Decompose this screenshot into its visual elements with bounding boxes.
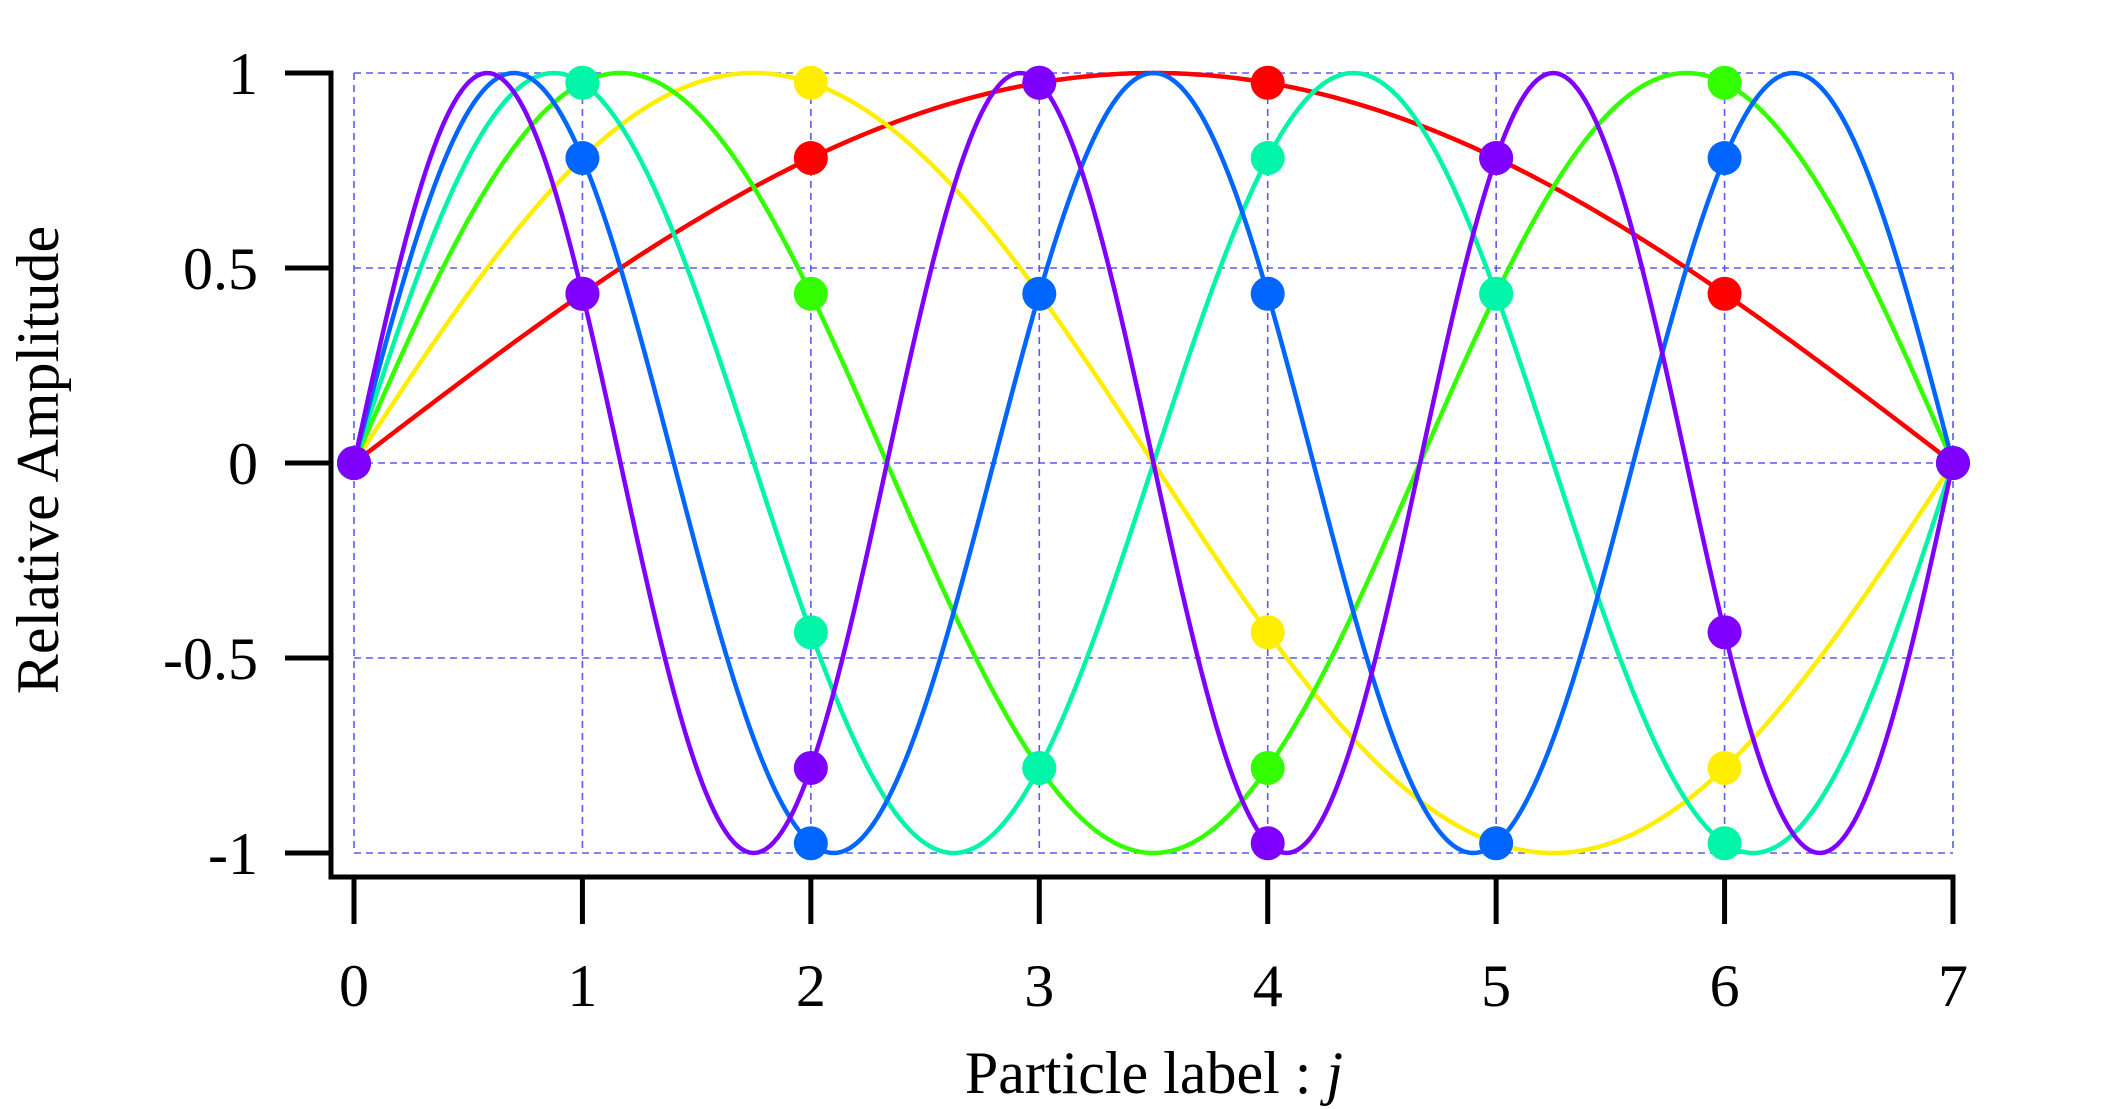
data-point-marker	[1707, 141, 1742, 176]
curve-mode-n-3	[351, 70, 1956, 856]
data-point-marker	[793, 826, 828, 861]
data-point-marker	[1022, 276, 1057, 311]
data-point-marker	[565, 141, 600, 176]
data-point-marker	[1250, 65, 1285, 100]
data-point-marker	[1250, 141, 1285, 176]
data-point-marker	[1707, 826, 1742, 861]
data-point-marker	[1707, 65, 1742, 100]
data-point-marker	[793, 65, 828, 100]
x-tick-label: 5	[1481, 953, 1511, 1019]
data-point-marker	[1250, 615, 1285, 650]
x-axis-ticks: 0 1 2 3 4 5 6 7	[339, 877, 1968, 1019]
data-point-marker	[337, 446, 371, 480]
data-point-marker	[1707, 615, 1742, 650]
data-point-marker	[1250, 276, 1285, 311]
x-tick-label: 4	[1253, 953, 1283, 1019]
axes	[328, 70, 1956, 880]
data-point-marker	[1936, 446, 1970, 480]
data-point-marker	[565, 276, 600, 311]
x-tick-label: 6	[1710, 953, 1740, 1019]
mode-curves	[351, 70, 1956, 856]
data-point-marker	[1250, 750, 1285, 785]
y-tick-label: 0.5	[183, 236, 258, 302]
data-point-marker	[1707, 750, 1742, 785]
y-tick-label: 0	[228, 431, 258, 497]
data-point-marker	[793, 276, 828, 311]
data-point-marker	[1479, 276, 1514, 311]
y-tick-label: -0.5	[163, 626, 258, 692]
data-point-marker	[1707, 276, 1742, 311]
data-point-marker	[793, 750, 828, 785]
data-point-marker	[1022, 750, 1057, 785]
data-point-marker	[1250, 826, 1285, 861]
particle-markers	[337, 65, 1970, 861]
y-axis-ticks: 1 0.5 0 -0.5 -1	[163, 41, 331, 887]
data-point-marker	[1022, 65, 1057, 100]
curve-mode-n-6	[351, 70, 1956, 856]
data-point-marker	[565, 65, 600, 100]
x-tick-label: 7	[1938, 953, 1968, 1019]
x-tick-label: 2	[796, 953, 826, 1019]
x-tick-label: 3	[1024, 953, 1054, 1019]
data-point-marker	[1479, 141, 1514, 176]
data-point-marker	[793, 615, 828, 650]
x-axis-title: Particle label : j	[965, 1040, 1343, 1106]
curve-mode-n-5	[351, 70, 1956, 856]
y-tick-label: -1	[208, 821, 258, 887]
data-point-marker	[793, 141, 828, 176]
y-axis-line	[328, 70, 1956, 880]
x-tick-label: 0	[339, 953, 369, 1019]
y-tick-label: 1	[228, 41, 258, 107]
y-axis-title: Relative Amplitude	[5, 226, 71, 694]
x-tick-label: 1	[567, 953, 597, 1019]
data-point-marker	[1479, 826, 1514, 861]
